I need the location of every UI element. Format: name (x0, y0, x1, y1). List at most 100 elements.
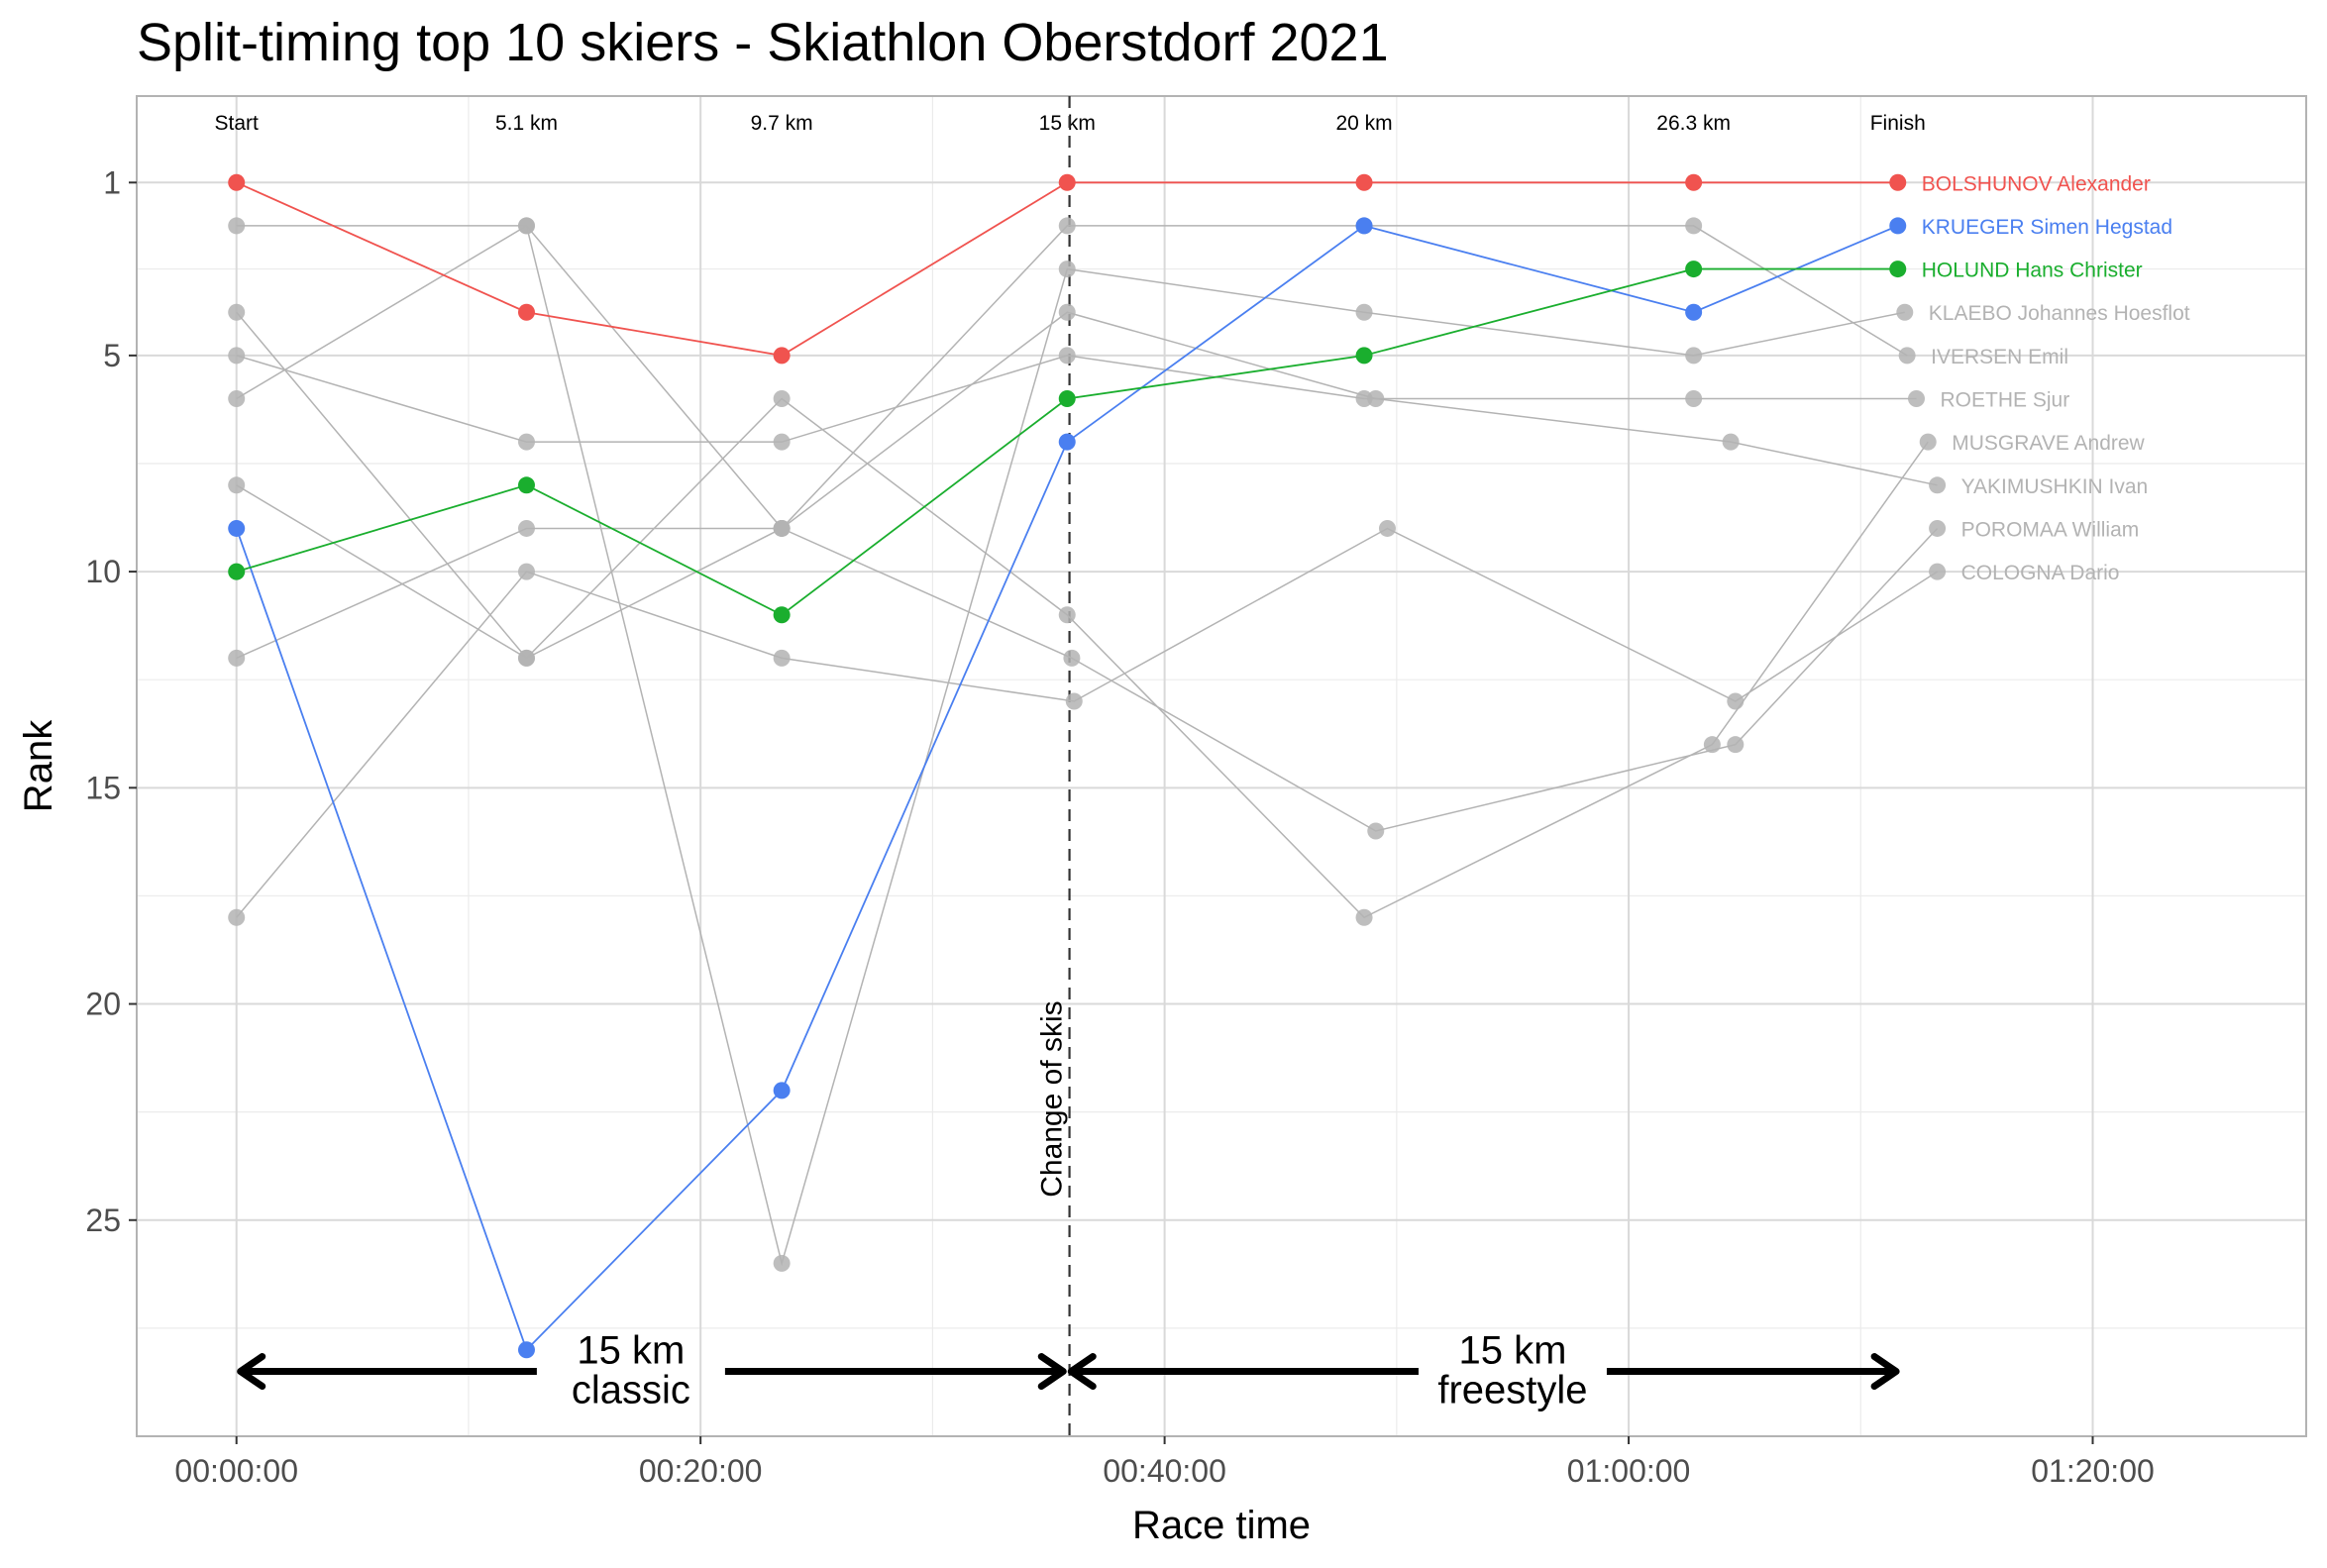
arrowhead-right (1870, 1353, 1900, 1391)
series-name-label: COLOGNA Dario (1961, 562, 2120, 584)
data-point (517, 476, 535, 494)
annotations: Start 5.1 km 9.7 km 15 km 20 km 26.3 km Finish… (215, 96, 1926, 1436)
data-point (228, 217, 246, 235)
split-label: Finish (1870, 112, 1926, 135)
series-name-label: YAKIMUSHKIN Ivan (1961, 475, 2149, 498)
data-point (228, 649, 246, 667)
arrowhead-left (1067, 1353, 1097, 1391)
arrowhead-left (237, 1353, 266, 1391)
y-tick-label: 1 (103, 164, 121, 200)
data-point (1058, 261, 1076, 278)
data-point (1355, 908, 1373, 926)
series-poromaa-william (228, 519, 1947, 840)
data-point (228, 173, 246, 191)
x-tick-label: 00:00:00 (174, 1453, 298, 1489)
series-roethe-sjur (228, 347, 1926, 451)
split-label: 5.1 km (495, 112, 558, 135)
data-point (1722, 433, 1740, 451)
data-point (1378, 519, 1396, 537)
data-point (1367, 390, 1385, 408)
series-line (236, 311, 1938, 660)
panel-border (136, 95, 2307, 1437)
data-point (773, 433, 791, 451)
series-cologna-dario (228, 519, 1947, 926)
split-label: 9.7 km (751, 112, 813, 135)
series-line (236, 355, 1917, 443)
data-point (228, 476, 246, 494)
data-point (1898, 347, 1916, 365)
data-point (1058, 303, 1076, 321)
series-name-label: POROMAA William (1961, 518, 2140, 541)
data-point (773, 1254, 791, 1272)
x-tick-label: 01:00:00 (1567, 1453, 1691, 1489)
data-point (517, 217, 535, 235)
data-point (517, 1341, 535, 1359)
data-point (1355, 347, 1373, 365)
x-tick-label: 00:40:00 (1103, 1453, 1226, 1489)
split-label: Start (215, 112, 260, 135)
data-point (773, 606, 791, 624)
data-point (1065, 692, 1083, 710)
data-point (228, 347, 246, 365)
data-point (228, 519, 246, 537)
data-point (1355, 303, 1373, 321)
data-point (1889, 173, 1907, 191)
data-point (773, 649, 791, 667)
series-holund-hans-christer (228, 261, 1907, 624)
segment-label: freestyle (1437, 1369, 1587, 1412)
data-point (1685, 390, 1703, 408)
data-point (228, 563, 246, 580)
series-name-label: KLAEBO Johannes Hoesflot (1929, 302, 2190, 325)
data-point (1355, 173, 1373, 191)
data-point (1685, 173, 1703, 191)
segment-label: classic (572, 1369, 690, 1412)
data-point (1929, 563, 1947, 580)
series-krueger-simen-hegstad (228, 217, 1907, 1359)
data-point (228, 908, 246, 926)
data-point (1889, 217, 1907, 235)
series-klaebo-johannes-hoesflot (228, 217, 1914, 1272)
data-point (228, 390, 246, 408)
data-point (773, 1082, 791, 1099)
series-name-label: KRUEGER Simen Hegstad (1922, 216, 2172, 239)
data-point (1058, 433, 1076, 451)
data-point (1685, 303, 1703, 321)
data-point (517, 649, 535, 667)
series-name-label: IVERSEN Emil (1931, 346, 2068, 368)
data-point (1929, 476, 1947, 494)
data-point (1919, 433, 1937, 451)
split-label: 26.3 km (1656, 112, 1731, 135)
segment-label: 15 km (577, 1329, 685, 1373)
x-axis-title: Race time (1132, 1504, 1311, 1547)
series-name-label: HOLUND Hans Christer (1922, 260, 2143, 282)
x-tick-label: 00:20:00 (639, 1453, 763, 1489)
y-tick-label: 25 (85, 1202, 121, 1238)
series-labels: KLAEBO Johannes Hoesflot IVERSEN Emil ROET… (1922, 172, 2190, 584)
data-point (517, 519, 535, 537)
data-point (1058, 173, 1076, 191)
series (228, 173, 1947, 1359)
series-line (236, 225, 1905, 1267)
data-point (773, 347, 791, 365)
x-tick-label: 01:20:00 (2031, 1453, 2155, 1489)
data-point (1355, 217, 1373, 235)
series-bolshunov-alexander (228, 173, 1907, 365)
data-point (1685, 347, 1703, 365)
data-point (517, 563, 535, 580)
data-point (1889, 261, 1907, 278)
data-point (773, 519, 791, 537)
y-axis-title: Rank (17, 719, 60, 812)
grid (137, 96, 2306, 1436)
data-point (1685, 261, 1703, 278)
series-iversen-emil (228, 217, 1916, 537)
chart-title: Split-timing top 10 skiers - Skiathlon O… (137, 13, 1389, 72)
series-name-label: ROETHE Sjur (1941, 389, 2070, 412)
data-point (1727, 692, 1745, 710)
y-tick-label: 15 (85, 770, 121, 805)
data-point (517, 433, 535, 451)
series-name-label: MUSGRAVE Andrew (1952, 432, 2145, 455)
split-label: 20 km (1335, 112, 1392, 135)
